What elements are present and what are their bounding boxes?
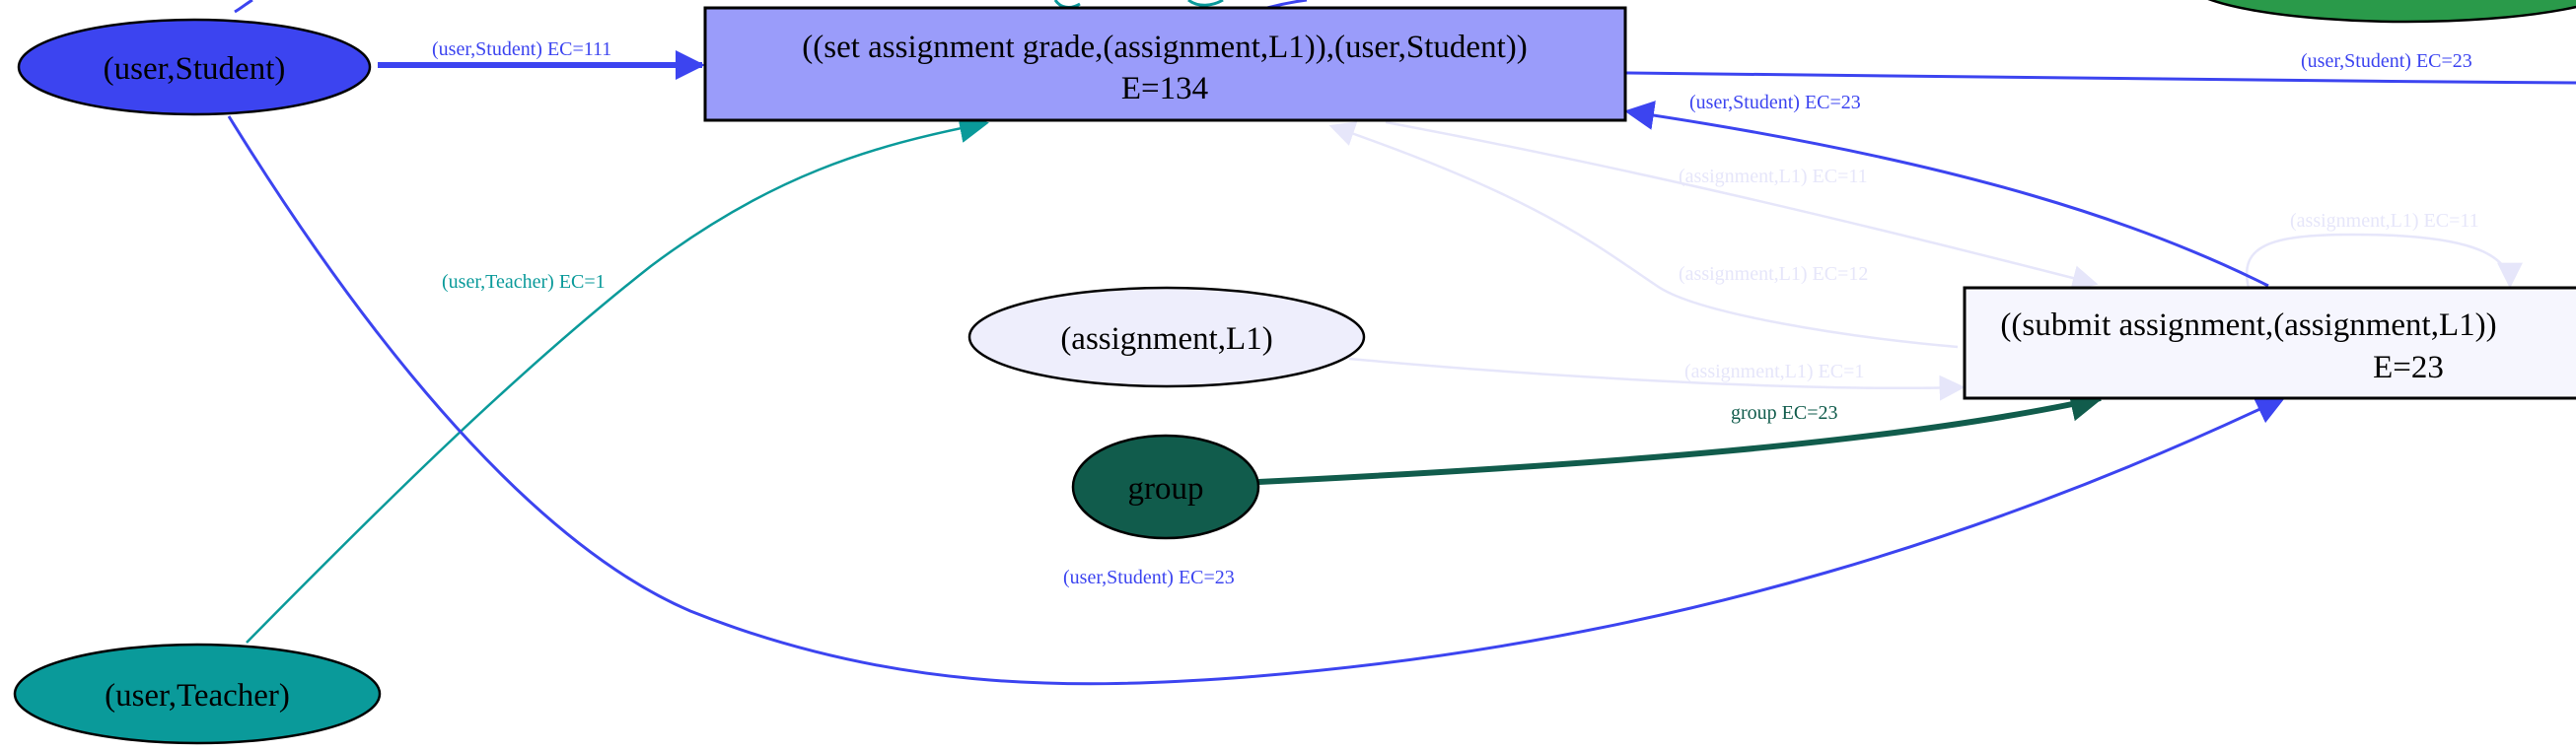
edge-teacher-to-setgrade — [246, 113, 989, 644]
edge-assignment-to-submit — [1348, 357, 1966, 401]
node-set-grade — [703, 6, 1627, 122]
label-student-to-submit: (user,Student) EC=23 — [1063, 567, 1235, 588]
label-submit-self-loop: (assignment,L1) EC=11 — [2290, 210, 2479, 232]
node-submit — [1963, 286, 2576, 400]
node-assignment-l1 — [967, 286, 1366, 388]
node-group-label: group — [1128, 471, 1204, 507]
label-setgrade-to-submit-a: (assignment,L1) EC=11 — [1679, 166, 1868, 187]
node-group — [1071, 434, 1260, 540]
edge-submit-to-setgrade — [1624, 101, 2269, 288]
edge-setgrade-to-submit-a — [1385, 120, 2099, 291]
node-user-teacher-label: (user,Teacher) — [105, 678, 290, 714]
label-setgrade-to-right: (user,Student) EC=23 — [2301, 50, 2472, 72]
node-set-grade-line1: ((set assignment grade,(assignment,L1)),… — [802, 30, 1527, 65]
edge-setgrade-to-submit-b — [1328, 121, 1959, 349]
edge-setgrade-to-right — [1624, 71, 2576, 85]
edge-group-to-submit — [1257, 387, 2105, 485]
node-partial-top-right — [2207, 0, 2576, 24]
edge-submit-self-loop — [2246, 233, 2523, 289]
node-user-student — [17, 18, 372, 116]
edge-partial-top-left-blue — [234, 0, 253, 14]
label-setgrade-to-submit-b: (assignment,L1) EC=12 — [1679, 263, 1868, 285]
label-teacher-to-setgrade: (user,Teacher) EC=1 — [442, 271, 606, 293]
label-student-to-setgrade: (user,Student) EC=111 — [432, 38, 611, 60]
edge-student-to-submit — [227, 115, 2286, 686]
node-submit-line1: ((submit assignment,(assignment,L1)) — [2000, 307, 2496, 343]
node-user-student-label: (user,Student) — [104, 51, 286, 87]
edge-partial-top-teal — [1053, 0, 1081, 9]
node-submit-line2: E=23 — [2373, 350, 2444, 385]
node-set-grade-line2: E=134 — [1121, 71, 1208, 106]
node-user-teacher — [13, 643, 382, 745]
label-assignment-to-submit: (assignment,L1) EC=1 — [1684, 361, 1864, 382]
node-assignment-l1-label: (assignment,L1) — [1060, 321, 1272, 357]
label-group-to-submit: group EC=23 — [1731, 402, 1838, 424]
edge-partial-top-teal-2 — [1187, 0, 1224, 7]
label-submit-to-setgrade: (user,Student) EC=23 — [1689, 92, 1861, 113]
